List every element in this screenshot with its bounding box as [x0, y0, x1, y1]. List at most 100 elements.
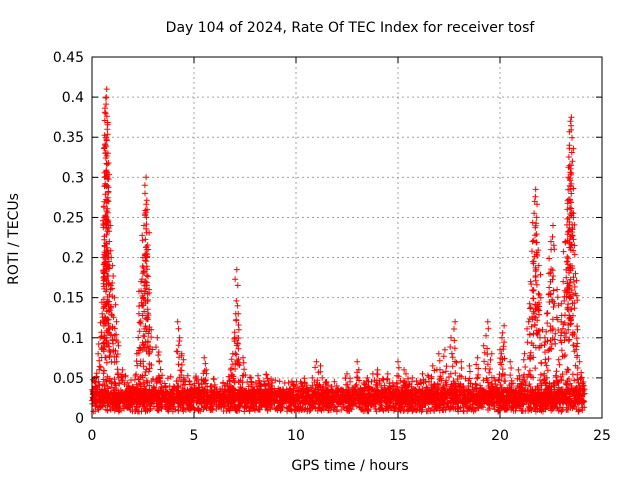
- data-point-cluster: [139, 302, 146, 309]
- data-point-marker: [448, 334, 454, 341]
- data-point-cluster: [362, 381, 369, 388]
- data-point-cluster: [456, 372, 463, 379]
- data-point-cluster: [449, 363, 456, 370]
- data-point-marker: [233, 266, 240, 273]
- data-point: [254, 386, 263, 397]
- data-point-cluster: [144, 254, 150, 261]
- data-point: [568, 214, 578, 349]
- data-point-cluster: [400, 382, 407, 389]
- data-point-marker: [115, 342, 122, 349]
- data-point-cluster: [148, 334, 155, 341]
- data-point-cluster: [233, 351, 240, 358]
- data-point-cluster: [150, 376, 156, 382]
- data-point-cluster: [567, 227, 573, 234]
- data-point-cluster: [189, 387, 196, 394]
- data-point-cluster: [519, 378, 526, 385]
- data-point-cluster: [547, 269, 554, 276]
- data-point-cluster: [103, 268, 110, 275]
- data-point-marker: [537, 294, 544, 301]
- data-point: [450, 318, 460, 387]
- data-point-cluster: [316, 382, 323, 388]
- data-point: [558, 278, 569, 378]
- data-point-cluster: [528, 281, 535, 287]
- data-point-cluster: [144, 296, 151, 303]
- data-point-cluster: [234, 302, 241, 309]
- data-point-cluster: [231, 329, 238, 336]
- data-point-cluster: [146, 349, 153, 356]
- data-point-cluster: [149, 346, 156, 353]
- data-point-cluster: [240, 359, 247, 366]
- data-point-cluster: [96, 386, 103, 393]
- data-point: [579, 382, 588, 397]
- data-point-cluster: [546, 255, 553, 262]
- data-point-cluster: [459, 383, 466, 390]
- data-point-cluster: [136, 319, 143, 326]
- data-point-cluster: [574, 340, 581, 347]
- data-point-cluster: [104, 205, 111, 212]
- data-point-marker: [546, 270, 552, 277]
- data-point-cluster: [501, 371, 508, 378]
- data-point-cluster: [544, 385, 551, 392]
- data-point-marker: [313, 358, 320, 365]
- x-tick-label: 25: [593, 428, 611, 444]
- data-point-marker: [104, 150, 111, 157]
- data-point-cluster: [473, 361, 480, 368]
- data-point-cluster: [549, 298, 556, 305]
- data-point-cluster: [141, 333, 148, 340]
- chart-title: Day 104 of 2024, Rate Of TEC Index for r…: [166, 20, 536, 36]
- data-point-cluster: [365, 387, 372, 394]
- data-point-cluster: [101, 236, 108, 243]
- data-point-cluster: [213, 388, 220, 395]
- data-point-cluster: [574, 384, 580, 391]
- data-point: [155, 358, 164, 395]
- data-point-cluster: [104, 119, 111, 126]
- data-point: [546, 238, 556, 352]
- data-point-marker: [543, 310, 550, 317]
- data-point-cluster: [448, 385, 455, 392]
- data-point-cluster: [569, 232, 575, 239]
- data-point-cluster: [527, 331, 533, 338]
- data-point: [118, 366, 128, 397]
- data-point-cluster: [143, 272, 150, 279]
- data-point: [189, 382, 198, 394]
- data-point-cluster: [100, 367, 107, 374]
- data-point-cluster: [474, 375, 481, 382]
- data-point-cluster: [235, 335, 242, 341]
- data-point-cluster: [174, 348, 181, 355]
- data-point-cluster: [177, 367, 184, 374]
- data-point-cluster: [202, 387, 209, 394]
- data-point-cluster: [143, 225, 150, 232]
- y-tick-label: 0.2: [62, 251, 84, 267]
- data-point-cluster: [533, 281, 540, 288]
- data-point-cluster: [287, 390, 294, 397]
- data-point-cluster: [573, 277, 580, 284]
- data-point: [286, 390, 294, 397]
- data-point: [495, 346, 505, 397]
- data-point-cluster: [436, 357, 443, 364]
- data-point-cluster: [103, 214, 110, 221]
- data-point-cluster: [175, 383, 181, 390]
- data-point: [125, 382, 132, 395]
- data-point-cluster: [235, 345, 242, 352]
- data-point-cluster: [420, 379, 427, 386]
- data-point-cluster: [574, 371, 581, 378]
- data-point-marker: [567, 118, 574, 125]
- data-point-cluster: [153, 344, 159, 351]
- data-point-cluster: [568, 199, 574, 206]
- data-point-marker: [578, 374, 585, 381]
- data-point-cluster: [139, 276, 146, 283]
- data-point-cluster: [110, 273, 117, 279]
- data-point-cluster: [543, 374, 550, 381]
- data-point-cluster: [232, 276, 239, 283]
- data-point-marker: [441, 346, 448, 353]
- data-point: [384, 370, 393, 392]
- data-point-cluster: [532, 193, 539, 200]
- data-point-cluster: [101, 260, 108, 267]
- data-point-cluster: [448, 350, 455, 357]
- data-point-cluster: [498, 350, 505, 357]
- data-point-marker: [554, 286, 561, 293]
- data-point-cluster: [403, 370, 409, 377]
- data-point-cluster: [567, 321, 574, 328]
- data-point-cluster: [140, 295, 147, 302]
- data-point-cluster: [571, 242, 578, 249]
